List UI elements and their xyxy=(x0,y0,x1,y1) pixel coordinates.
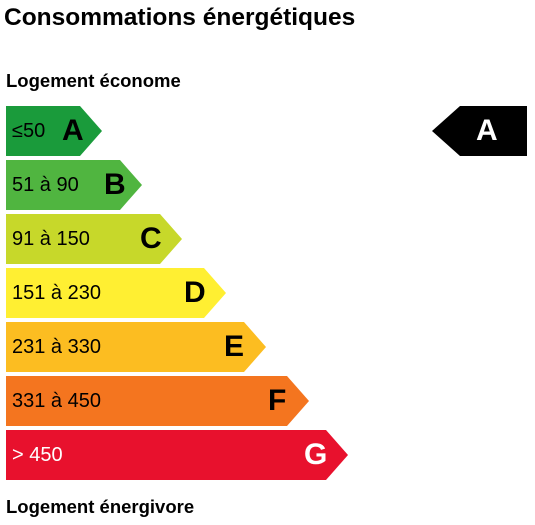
current-rating-indicator: A xyxy=(432,106,527,156)
efficient-housing-label: Logement économe xyxy=(6,70,181,91)
energy-class-letter: C xyxy=(140,222,162,255)
energy-class-range: > 450 xyxy=(12,444,63,466)
energy-class-range: 51 à 90 xyxy=(12,174,79,196)
energy-class-f-bar: 331 à 450 F xyxy=(6,376,309,426)
energy-class-letter: D xyxy=(184,276,206,309)
current-rating-letter: A xyxy=(476,114,498,147)
energy-class-e-bar: 231 à 330 E xyxy=(6,322,266,372)
energy-class-range: 231 à 330 xyxy=(12,336,101,358)
energy-class-letter: F xyxy=(268,384,287,417)
energy-class-letter: G xyxy=(304,438,328,471)
energy-class-letter: B xyxy=(104,168,126,201)
page-title: Consommations énergétiques xyxy=(4,4,356,31)
energy-class-c-bar: 91 à 150 C xyxy=(6,214,182,264)
energy-class-a-bar: ≤50 A xyxy=(6,106,102,156)
energy-intensive-housing-label: Logement énergivore xyxy=(6,496,195,517)
energy-class-letter: E xyxy=(224,330,245,363)
energy-class-letter: A xyxy=(62,114,84,147)
energy-class-b-bar: 51 à 90 B xyxy=(6,160,142,210)
energy-class-range: ≤50 xyxy=(12,120,46,142)
energy-class-g-bar: > 450 G xyxy=(6,430,348,480)
energy-class-range: 91 à 150 xyxy=(12,228,90,250)
energy-class-range: 331 à 450 xyxy=(12,390,101,412)
energy-class-range: 151 à 230 xyxy=(12,282,101,304)
energy-class-d-bar: 151 à 230 D xyxy=(6,268,226,318)
